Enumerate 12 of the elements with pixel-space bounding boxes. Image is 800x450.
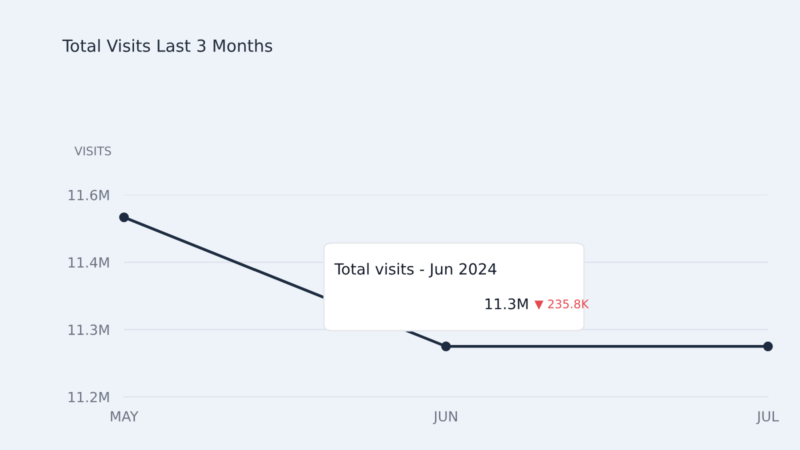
- annotation: ▼ 235.8K: [534, 299, 590, 310]
- x-tick-label: MAY: [110, 411, 138, 422]
- y-tick-label: 11.4M: [68, 257, 109, 268]
- y-axis-title: VISITS: [74, 146, 111, 156]
- y-tick-label: 11.2M: [68, 392, 109, 402]
- chart-title: Total Visits Last 3 Months: [62, 39, 272, 52]
- annotation: 11.3M: [486, 298, 528, 310]
- annotation: Total visits - Jun 2024: [334, 262, 496, 278]
- x-tick-label: JUL: [756, 411, 779, 424]
- x-tick-label: JUN: [432, 411, 457, 424]
- y-tick-label: 11.6M: [68, 190, 109, 200]
- y-tick-label: 11.3M: [68, 324, 109, 336]
